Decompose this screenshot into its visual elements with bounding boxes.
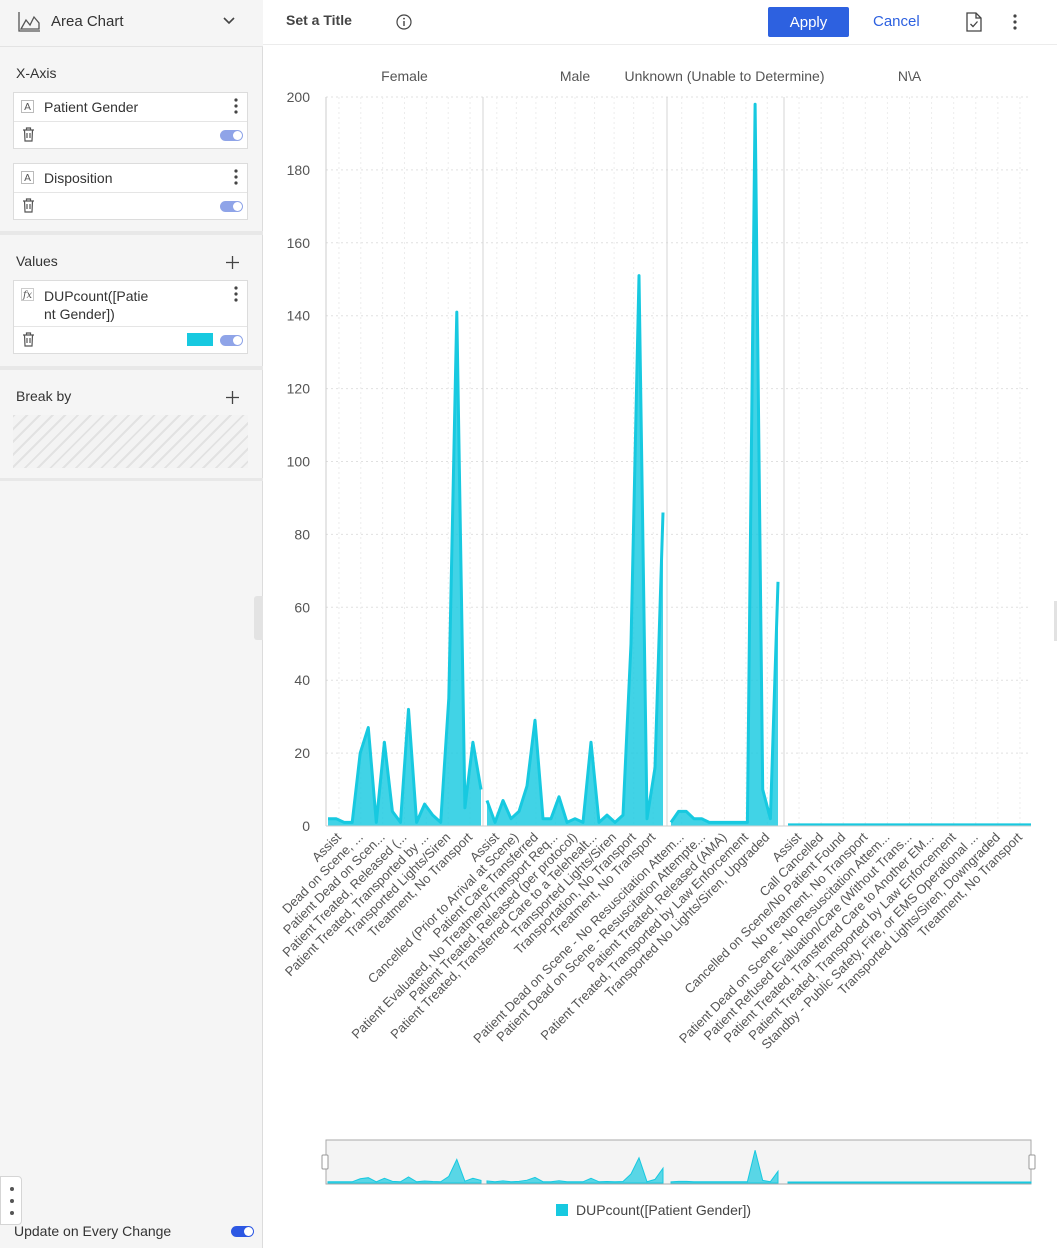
y-tick-label: 60 <box>294 599 310 615</box>
x-axis-field-disposition[interactable]: A Disposition <box>13 163 248 220</box>
navigator-area <box>787 1181 1032 1184</box>
y-tick-label: 160 <box>287 235 311 251</box>
y-tick-label: 140 <box>287 308 311 324</box>
update-on-change-label: Update on Every Change <box>14 1223 172 1239</box>
x-axis-field-patient-gender[interactable]: A Patient Gender <box>13 92 248 149</box>
field-visibility-toggle[interactable] <box>220 201 243 212</box>
editor-toolbar: Set a Title Apply Cancel <box>263 0 1057 45</box>
navigator-area <box>327 1158 482 1184</box>
trash-icon[interactable] <box>22 198 35 213</box>
value-field-dupcount[interactable]: fx DUPcount([Patie nt Gender]) <box>13 280 248 354</box>
break-by-section-title: Break by <box>16 388 72 404</box>
y-tick-label: 20 <box>294 745 310 761</box>
values-section-title: Values <box>16 253 58 269</box>
field-visibility-toggle[interactable] <box>220 335 243 346</box>
legend-label: DUPcount([Patient Gender]) <box>576 1202 752 1218</box>
area-fill <box>671 104 778 827</box>
chart-title[interactable]: Set a Title <box>286 12 352 28</box>
text-type-icon: A <box>21 171 34 184</box>
scroll-edge <box>1054 601 1057 641</box>
group-header-label: Unknown (Unable to Determine) <box>625 68 825 84</box>
chart-type-selector[interactable]: Area Chart <box>0 0 263 47</box>
field-menu-icon[interactable] <box>234 169 238 185</box>
settings-sidebar: Area Chart X-Axis A Patient Gender A Dis… <box>0 0 263 1248</box>
y-tick-label: 80 <box>294 526 310 542</box>
add-value-icon[interactable] <box>226 256 239 269</box>
y-tick-label: 120 <box>287 381 311 397</box>
group-header-label: Female <box>381 68 428 84</box>
area-line <box>485 274 665 824</box>
formula-icon: fx <box>21 288 34 301</box>
field-menu-icon[interactable] <box>234 98 238 114</box>
range-navigator <box>325 1139 1032 1185</box>
trash-icon[interactable] <box>22 332 35 347</box>
field-name: DUPcount([Patie nt Gender]) <box>44 288 149 322</box>
navigator-right-handle <box>1028 1154 1036 1170</box>
group-header-label: Male <box>560 68 591 84</box>
y-tick-label: 180 <box>287 162 311 178</box>
chart-editor-main: Set a Title Apply Cancel <box>263 0 1057 1248</box>
field-name: Patient Gender <box>44 99 139 115</box>
export-file-icon[interactable] <box>965 12 983 32</box>
info-icon[interactable] <box>396 14 412 30</box>
y-tick-label: 0 <box>302 818 310 834</box>
area-line <box>669 102 780 824</box>
trash-icon[interactable] <box>22 127 35 142</box>
area-line <box>328 310 483 824</box>
section-divider <box>0 231 263 235</box>
legend-swatch <box>556 1204 568 1216</box>
series-color-swatch[interactable] <box>187 333 213 346</box>
navigator-left-handle <box>321 1154 329 1170</box>
field-name: Disposition <box>44 170 113 186</box>
area-chart-icon <box>18 12 40 32</box>
collapse-sidebar-handle[interactable] <box>254 596 263 640</box>
field-visibility-toggle[interactable] <box>220 130 243 141</box>
chart-legend[interactable]: DUPcount([Patient Gender]) <box>556 1202 751 1218</box>
cancel-button[interactable]: Cancel <box>873 13 920 30</box>
y-tick-label: 100 <box>287 454 311 470</box>
area-chart: 0 20 40 60 80 100 120 140 160 180 200 Female Male Unk… <box>279 68 1036 1185</box>
navigator-area <box>670 1150 779 1184</box>
text-type-icon: A <box>21 100 34 113</box>
field-menu-icon[interactable] <box>234 286 238 302</box>
section-divider <box>0 366 263 370</box>
chevron-down-icon[interactable] <box>222 15 236 27</box>
y-tick-label: 40 <box>294 672 310 688</box>
more-options-icon[interactable] <box>1013 14 1017 30</box>
update-on-change-toggle[interactable] <box>231 1226 254 1237</box>
group-header-label: N\A <box>898 68 922 84</box>
drag-handle[interactable] <box>0 1176 22 1225</box>
section-divider <box>0 478 263 481</box>
x-axis-section-title: X-Axis <box>16 65 57 81</box>
chart-type-label: Area Chart <box>51 13 124 30</box>
y-tick-label: 200 <box>287 89 311 105</box>
navigator-area <box>486 1156 664 1184</box>
apply-button[interactable]: Apply <box>768 7 849 37</box>
break-by-drop-zone[interactable] <box>13 415 248 468</box>
add-break-by-icon[interactable] <box>226 391 239 404</box>
